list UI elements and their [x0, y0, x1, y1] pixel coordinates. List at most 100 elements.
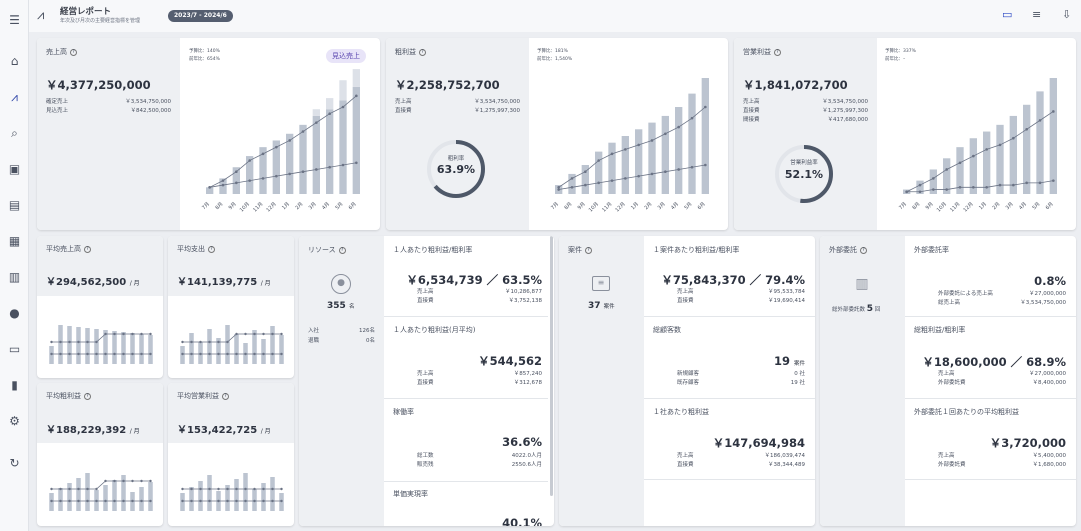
series-point — [945, 188, 948, 191]
list-icon[interactable]: ≡ — [1032, 8, 1042, 21]
series-point — [918, 183, 922, 187]
x-tick-label: 12月 — [265, 201, 277, 213]
section-value: 19 — [773, 354, 790, 368]
row-value: ￥10,286,877 — [505, 289, 542, 295]
bar — [259, 147, 267, 194]
row-value: ￥186,039,474 — [764, 453, 806, 459]
chart-icon[interactable]: ⩘ — [11, 90, 18, 104]
help-icon[interactable]: ? — [860, 247, 867, 254]
unit: / 月 — [129, 428, 140, 435]
gear-icon[interactable]: ⚙ — [9, 414, 20, 428]
series-point — [271, 499, 274, 503]
bar — [232, 167, 240, 194]
scrollbar[interactable] — [550, 236, 553, 496]
op-margin-ring — [775, 145, 833, 203]
help-icon[interactable]: ? — [70, 49, 77, 56]
series-point — [1038, 119, 1042, 122]
series-point — [597, 159, 600, 162]
help-icon[interactable]: ? — [222, 393, 229, 400]
row-value: 19 社 — [790, 380, 805, 386]
bar-chart-icon[interactable]: ▮ — [11, 378, 18, 392]
series-point — [77, 340, 80, 344]
search-doc-icon[interactable]: ⌕ — [11, 126, 18, 140]
help-icon[interactable]: ? — [338, 247, 346, 254]
table-icon[interactable]: ▦ — [8, 234, 21, 248]
op-chart: 7月 8月 9月 10月 11月 12月 1月 2月 3月 4月 5月 6月 — [898, 78, 1057, 213]
section-title: １人あたり粗利益(月平均) — [393, 326, 476, 334]
bar — [996, 124, 1004, 194]
help-icon[interactable]: ? — [585, 247, 592, 254]
series-point — [557, 188, 560, 191]
list-icon[interactable]: ▤ — [8, 198, 21, 212]
section-value: ￥6,534,739 ／ 63.5% — [406, 273, 542, 287]
avg-op-card: 平均営業利益? ￥153,422,725 / 月 — [168, 383, 294, 526]
ring-value: 52.1% — [784, 168, 824, 181]
row-value: ￥5,400,000 — [1032, 453, 1067, 459]
avg-spend-chart — [180, 325, 284, 364]
bar — [85, 473, 90, 511]
download-icon[interactable]: ⇩ — [1062, 8, 1072, 21]
bar-forecast — [326, 98, 334, 110]
avg-op-value: ￥153,422,725 — [177, 425, 258, 436]
series-point — [253, 499, 256, 503]
help-icon[interactable]: ? — [774, 49, 781, 56]
series-point — [131, 479, 134, 483]
series-point — [122, 332, 125, 336]
series-point — [235, 332, 238, 336]
menu-icon[interactable]: ☰ — [9, 13, 20, 27]
building-icon[interactable]: ▥ — [8, 270, 21, 284]
clipboard-icon[interactable]: ▣ — [8, 162, 21, 176]
series-point — [637, 174, 640, 178]
x-tick-label: 7月 — [201, 201, 211, 211]
refresh-icon[interactable]: ↻ — [9, 456, 20, 470]
avg-sales-value: ￥294,562,500 — [46, 277, 127, 288]
series-line — [558, 106, 706, 188]
x-tick-label: 11月 — [601, 201, 613, 213]
person-icon[interactable]: ● — [9, 306, 20, 320]
series-point — [253, 487, 256, 491]
avg-gross-value: ￥188,229,392 — [46, 425, 127, 436]
series-point — [77, 499, 80, 503]
top-bar: ⩘ 経営レポート 年次及び月次の主要経営指標を管理 2023/7 - 2024/… — [29, 0, 1081, 32]
help-icon[interactable]: ? — [208, 246, 215, 253]
x-tick-label: 5月 — [1031, 201, 1041, 211]
monitor-icon[interactable]: ▭ — [1002, 8, 1013, 21]
x-tick-label: 9月 — [228, 201, 238, 211]
bar — [270, 477, 275, 511]
series-point — [341, 163, 345, 167]
gross-margin-ring — [427, 140, 485, 198]
bar — [198, 481, 203, 511]
series-point — [86, 352, 89, 356]
row-value: 2550.6人月 — [511, 462, 542, 468]
bar — [103, 485, 108, 511]
period-badge[interactable]: 2023/7 - 2024/6 — [168, 10, 233, 22]
series-point — [149, 332, 152, 336]
series-point — [584, 170, 587, 173]
op-profit-card: 営業利益? ￥1,841,072,700 売上高 ￥3,534,750,000 … — [734, 38, 1076, 230]
resource-count: 355 — [327, 301, 346, 311]
resource-title: リソース — [308, 246, 336, 254]
resource-card: リソース? ● 355 名 入社 126名 退職 0名 １人あたり粗利益/粗利率… — [299, 236, 554, 526]
forecast-badge[interactable]: 見込売上 — [326, 49, 366, 63]
x-tick-label: 4月 — [670, 201, 680, 211]
series-point — [217, 487, 220, 491]
series-point — [261, 152, 265, 156]
x-tick-label: 8月 — [214, 201, 224, 211]
home-icon[interactable]: ⌂ — [10, 54, 19, 68]
series-point — [217, 340, 220, 344]
series-point — [68, 487, 71, 491]
avg-gross-chart — [49, 473, 153, 511]
bar — [85, 328, 90, 364]
x-tick-label: 4月 — [1018, 201, 1028, 211]
bar — [312, 115, 320, 194]
help-icon[interactable]: ? — [419, 49, 426, 56]
card-icon[interactable]: ▭ — [8, 342, 21, 356]
bar — [207, 475, 212, 511]
help-icon[interactable]: ? — [84, 246, 91, 253]
help-icon[interactable]: ? — [84, 393, 91, 400]
yoy-ratio: 前年比：654% — [189, 57, 220, 62]
bar — [94, 329, 99, 364]
series-point — [280, 499, 283, 503]
budget-ratio: 予算比：337% — [885, 49, 916, 54]
x-tick-label: 8月 — [911, 201, 921, 211]
